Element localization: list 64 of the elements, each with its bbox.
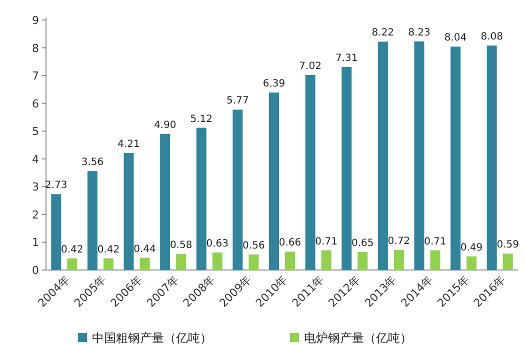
data-label: 8.22: [372, 28, 394, 39]
y-tick-label: 5: [32, 125, 39, 138]
data-label: 0.58: [170, 240, 192, 251]
bar: [502, 254, 513, 270]
data-label: 0.56: [242, 240, 265, 252]
data-label: 0.44: [134, 244, 156, 255]
bar: [196, 128, 206, 270]
bar: [285, 252, 295, 270]
data-label: 0.65: [351, 238, 374, 249]
bar: [394, 250, 404, 270]
data-label: 2.73: [45, 180, 68, 192]
data-label: 0.71: [424, 236, 446, 248]
bar: [486, 46, 497, 270]
data-label: 7.31: [335, 52, 358, 64]
data-label: 0.59: [496, 240, 519, 251]
bar: [160, 134, 170, 270]
bar: [212, 252, 222, 270]
bar: [342, 66, 352, 270]
y-tick-label: 1: [32, 236, 39, 250]
bar: [305, 75, 316, 270]
legend-label: 中国粗钢产量（亿吨）: [92, 331, 212, 345]
data-label: 5.12: [190, 114, 213, 125]
bar: [51, 194, 62, 270]
y-tick-label: 2: [32, 208, 39, 222]
bar: [124, 153, 134, 270]
data-label: 4.21: [118, 139, 140, 150]
bar: [248, 254, 259, 270]
data-label: 0.66: [278, 238, 302, 249]
bar: [358, 252, 368, 270]
legend-label: 电炉钢产量（亿吨）: [304, 331, 412, 345]
data-label: 0.42: [97, 244, 120, 256]
data-label: 0.49: [460, 242, 483, 254]
y-tick-label: 4: [32, 152, 39, 166]
bar: [140, 258, 150, 270]
bar: [466, 256, 477, 270]
data-label: 7.02: [299, 61, 322, 72]
bar: [67, 258, 78, 270]
bar: [414, 41, 424, 270]
data-label: 6.39: [262, 78, 286, 90]
bar: [430, 250, 440, 270]
bar: [378, 42, 388, 270]
bar: [87, 171, 98, 270]
bar: [321, 250, 332, 270]
y-tick-label: 7: [32, 70, 39, 83]
y-tick-label: 9: [32, 14, 39, 27]
data-label: 3.56: [81, 157, 104, 168]
data-label: 5.77: [226, 96, 249, 107]
y-tick-label: 8: [32, 42, 39, 55]
data-label: 0.72: [388, 236, 410, 247]
data-label: 0.42: [61, 244, 84, 256]
bar: [269, 92, 279, 270]
y-tick-label: 6: [32, 97, 39, 110]
bar: [103, 258, 114, 270]
data-label: 8.08: [480, 32, 503, 43]
y-tick-label: 0: [32, 264, 39, 277]
data-label: 8.23: [408, 27, 430, 38]
bar: [450, 46, 461, 270]
data-label: 4.90: [154, 120, 176, 131]
y-tick-label: 3: [32, 180, 39, 194]
data-label: 8.04: [444, 32, 467, 44]
data-label: 0.71: [315, 236, 338, 248]
bar: [176, 254, 186, 270]
data-label: 0.63: [206, 238, 229, 250]
bar: [232, 110, 243, 270]
